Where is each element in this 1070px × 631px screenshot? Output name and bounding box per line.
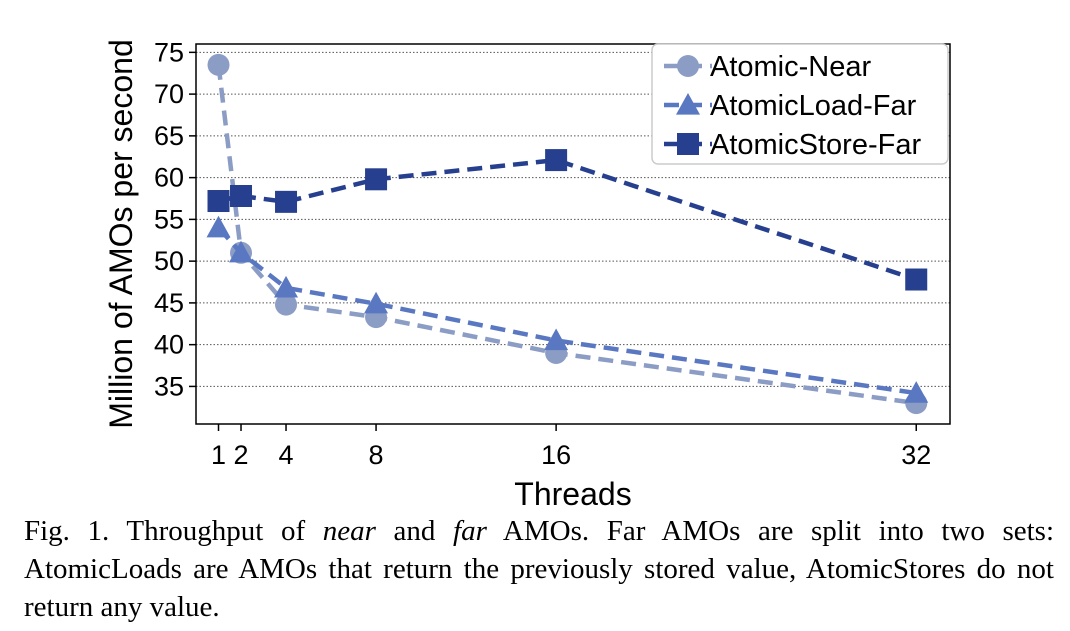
- caption-far: far: [453, 515, 487, 547]
- data-point-triangle: [364, 291, 389, 314]
- x-tick-label: 1: [211, 440, 226, 470]
- data-point-square: [905, 268, 928, 291]
- y-tick-label: 45: [154, 288, 184, 318]
- data-point-circle: [207, 53, 230, 76]
- data-point-triangle: [676, 93, 700, 115]
- x-tick-label: 4: [279, 440, 294, 470]
- data-point-triangle: [206, 215, 231, 238]
- caption-mid: and: [375, 515, 454, 547]
- y-tick-label: 65: [154, 121, 184, 151]
- data-point-triangle: [904, 381, 929, 403]
- line-chart: 35 40 45 50 55 60 65 70 75 1 2 4 8 16 32 Threads Milli…: [103, 37, 951, 510]
- y-tick-label: 55: [154, 204, 184, 234]
- caption-near: near: [322, 515, 376, 547]
- y-tick-label: 35: [154, 371, 184, 401]
- legend-box: [651, 43, 949, 165]
- y-tick-label: 70: [154, 79, 184, 109]
- data-point-square: [275, 190, 298, 213]
- x-tick-label: 2: [233, 440, 248, 470]
- x-tick-label: 16: [541, 440, 571, 470]
- caption-rest: AMOs. Far AMOs are split into two sets: …: [24, 515, 1054, 623]
- data-point-triangle: [229, 240, 254, 263]
- legend-label: Atomic-Near: [710, 51, 871, 83]
- figure-caption: Fig. 1. Throughput of near and far AMOs.…: [24, 512, 1054, 626]
- data-point-square: [365, 168, 388, 191]
- data-point-square: [677, 133, 699, 155]
- x-tick-label: 32: [901, 440, 931, 470]
- legend: Atomic-Near AtomicLoad-Far AtomicStore-Far: [651, 43, 949, 165]
- y-axis-title: Million of AMOs per second: [103, 39, 139, 429]
- series-line: [216, 64, 917, 406]
- plot-frame: [195, 43, 951, 425]
- series-line: [218, 157, 917, 282]
- y-tick-label: 50: [154, 246, 184, 276]
- y-tick-label: 75: [154, 37, 184, 67]
- legend-label: AtomicStore-Far: [710, 129, 921, 161]
- caption-prefix: Fig. 1. Throughput of: [24, 515, 323, 547]
- x-axis-title: Threads: [514, 476, 631, 510]
- data-point-triangle: [274, 275, 299, 298]
- data-point-circle: [677, 55, 699, 77]
- data-point-triangle: [544, 328, 569, 351]
- data-point-square: [230, 185, 253, 207]
- axes: 35 40 45 50 55 60 65 70 75 1 2 4 8 16 32: [154, 37, 931, 470]
- data-point-square: [207, 190, 230, 213]
- data-point-circle: [275, 293, 298, 316]
- y-tick-label: 40: [154, 330, 184, 360]
- legend-label: AtomicLoad-Far: [710, 90, 917, 122]
- data-point-square: [545, 149, 568, 172]
- y-tick-label: 60: [154, 163, 184, 193]
- x-tick-label: 8: [369, 440, 384, 470]
- series-group: [206, 53, 929, 415]
- series-line: [216, 226, 917, 396]
